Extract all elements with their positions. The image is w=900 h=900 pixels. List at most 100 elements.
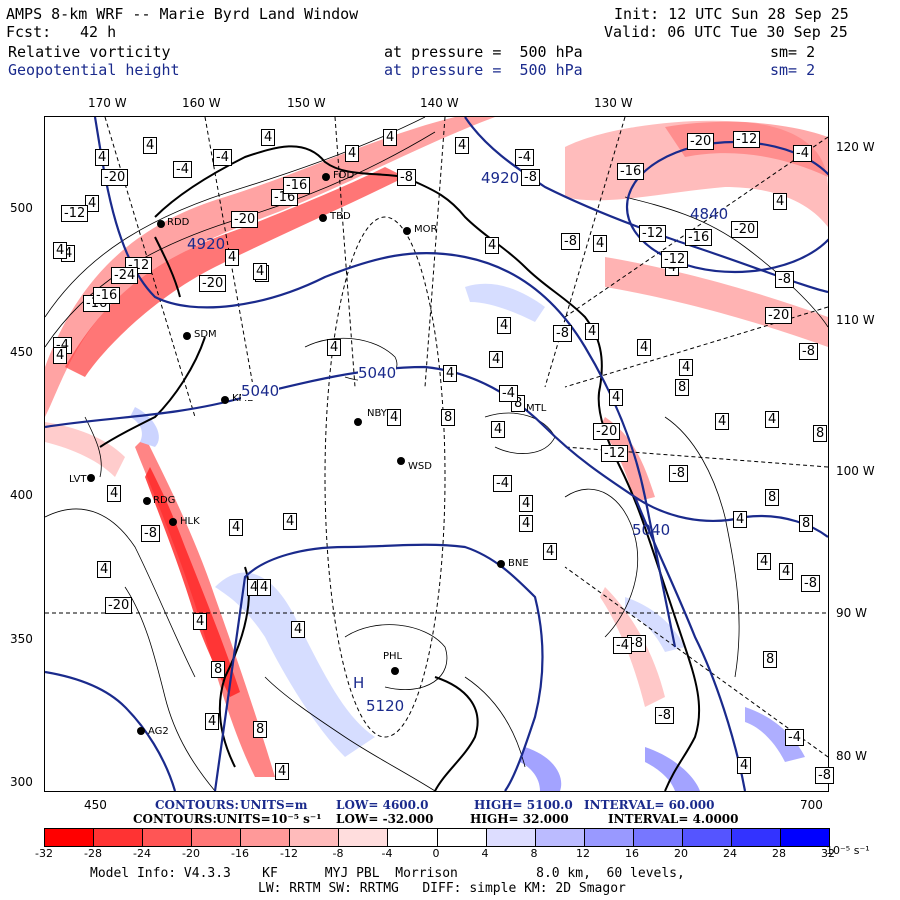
field2-name: Geopotential height <box>8 61 180 79</box>
contour-value-label: 4 <box>283 513 298 530</box>
contour-value-label: 4 <box>225 249 240 266</box>
contours1-units: UNITS=m <box>240 798 308 812</box>
height-label: 5040 <box>358 364 397 382</box>
contour-value-label: -20 <box>593 423 621 440</box>
colorbar-tick-label: -24 <box>133 847 151 860</box>
contour-value-label: 4 <box>53 242 68 259</box>
contour-value-label: 8 <box>211 661 226 678</box>
colorbar-tick-label: 24 <box>723 847 737 860</box>
contour-value-label: -4 <box>515 149 534 166</box>
contour-value-label: -20 <box>231 211 259 228</box>
grid-label-left: 450 <box>10 345 33 359</box>
lon-label-right: 120 W <box>836 140 875 154</box>
positive-vorticity-shading <box>130 283 805 791</box>
contour-value-label: -8 <box>655 707 674 724</box>
grid-label-left: 350 <box>10 632 33 646</box>
lon-label-right: 110 W <box>836 313 875 327</box>
station-label: RDD <box>167 217 190 228</box>
contour-value-label: 4 <box>715 413 730 430</box>
colorbar-tick-label: -32 <box>35 847 53 860</box>
contour-value-label: 4 <box>779 563 794 580</box>
contour-value-label: 4 <box>275 763 290 780</box>
lon-label-right: 90 W <box>836 606 867 620</box>
contour-value-label: 4 <box>327 339 342 356</box>
contours2-interval: INTERVAL= 4.0000 <box>608 812 739 826</box>
contour-value-label: 4 <box>455 137 470 154</box>
contour-value-label: -20 <box>765 307 793 324</box>
station-label: AG2 <box>148 726 169 737</box>
height-label: 5040 <box>241 382 280 400</box>
contour-value-label: 4 <box>53 347 68 364</box>
contours1-high: HIGH= 5100.0 <box>474 798 573 812</box>
contour-value-label: 4 <box>679 359 694 376</box>
colorbar-tick-label: -12 <box>280 847 298 860</box>
station-label: SDM <box>194 329 217 340</box>
colorbar-segment <box>388 829 438 846</box>
colorbar-tick-label: -16 <box>231 847 249 860</box>
station-label: MOR <box>414 224 438 235</box>
contours2-label: CONTOURS: <box>133 812 217 826</box>
contour-value-label: -8 <box>775 271 794 288</box>
contour-value-label: -8 <box>397 169 416 186</box>
grid-label-bottom: 450 <box>84 798 107 812</box>
station-label: NBY <box>367 408 387 419</box>
colorbar-segment <box>143 829 193 846</box>
station-label: RDG <box>153 495 176 506</box>
contour-value-label: -8 <box>141 525 160 542</box>
contour-value-label: 4 <box>593 235 608 252</box>
contours2-units: UNITS=10⁻⁵ s⁻¹ <box>216 812 322 826</box>
contour-value-label: 4 <box>257 579 272 596</box>
height-label: 5120 <box>366 697 405 715</box>
colorbar-tick-label: 12 <box>576 847 590 860</box>
colorbar-segment <box>486 829 536 846</box>
height-label: 4840 <box>690 205 729 223</box>
contour-value-label: 4 <box>733 511 748 528</box>
colorbar-segment <box>192 829 242 846</box>
contours1-interval: INTERVAL= 60.000 <box>584 798 715 812</box>
contour-value-label: -20 <box>731 221 759 238</box>
station-label: LVT <box>69 474 87 485</box>
colorbar-tick-label: 32 <box>821 847 835 860</box>
contour-value-label: 4 <box>229 519 244 536</box>
colorbar-unit: 10⁻⁵ s⁻¹ <box>826 844 870 857</box>
contour-value-label: 4 <box>609 389 624 406</box>
colorbar-segment <box>290 829 340 846</box>
contour-value-label: 4 <box>637 339 652 356</box>
lon-label-top: 150 W <box>287 96 326 110</box>
contour-value-label: 4 <box>519 515 534 532</box>
contour-value-label: -16 <box>685 229 713 246</box>
contour-value-label: -4 <box>793 145 812 162</box>
contour-value-label: 4 <box>543 543 558 560</box>
model-info-physics: LW: RRTM SW: RRTMG DIFF: simple KM: 2D S… <box>258 881 626 896</box>
contour-value-label: 4 <box>107 485 122 502</box>
contour-value-label: 8 <box>253 721 268 738</box>
lon-label-top: 160 W <box>182 96 221 110</box>
contour-value-label: -8 <box>521 169 540 186</box>
colorbar-tick-label: 16 <box>625 847 639 860</box>
station-label: TBD <box>330 211 351 222</box>
contour-value-label: -4 <box>173 161 192 178</box>
contour-value-label: 4 <box>773 193 788 210</box>
contour-value-label: -12 <box>61 205 89 222</box>
lon-label-top: 130 W <box>594 96 633 110</box>
colorbar-tick-label: 4 <box>481 847 489 860</box>
grid-label-left: 300 <box>10 775 33 789</box>
colorbar-ticks: -32 -28 -24 -20 -16 -12 -8 -4 0 4 8 12 16 20 24 28 32 <box>35 847 835 861</box>
contour-value-label: 4 <box>491 421 506 438</box>
contour-value-label: 4 <box>261 129 276 146</box>
colorbar-segment <box>339 829 389 846</box>
init-time: Init: 12 UTC Sun 28 Sep 25 <box>614 5 849 23</box>
station-label: FDD <box>333 170 355 181</box>
colorbar-segment <box>584 829 634 846</box>
contour-value-label: -8 <box>669 465 688 482</box>
colorbar-segment <box>437 829 487 846</box>
field2-smoothing: sm= 2 <box>770 61 816 79</box>
contour-value-label: 8 <box>813 425 828 442</box>
high-marker: H <box>353 674 365 692</box>
height-label: 4920 <box>187 235 226 253</box>
height-label: 5040 <box>632 521 671 539</box>
contour-value-label: 4 <box>85 195 100 212</box>
colorbar-segment <box>682 829 732 846</box>
contours1-label: CONTOURS: <box>155 798 239 812</box>
contour-value-label: -12 <box>601 445 629 462</box>
